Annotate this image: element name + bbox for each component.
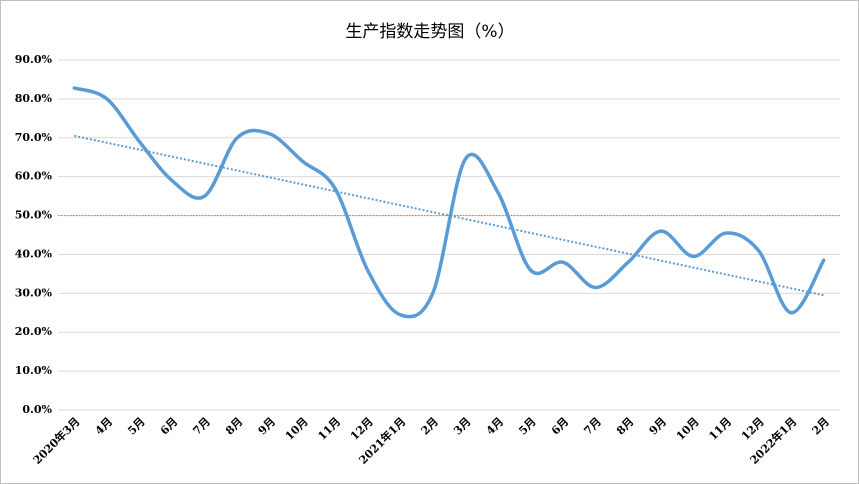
- y-tick-label: 10.0%: [15, 364, 53, 377]
- y-tick-label: 60.0%: [15, 170, 53, 183]
- line-series: [72, 86, 826, 319]
- y-tick-label: 50.0%: [15, 209, 53, 222]
- y-tick-label: 30.0%: [15, 286, 53, 299]
- y-tick-label: 40.0%: [15, 247, 53, 260]
- y-tick-label: 70.0%: [15, 131, 53, 144]
- chart-title: 生产指数走势图（%）: [345, 22, 514, 42]
- y-tick-label: 80.0%: [15, 92, 53, 105]
- y-tick-label: 90.0%: [15, 53, 53, 66]
- y-tick-label: 20.0%: [15, 325, 53, 338]
- y-tick-label: 0.0%: [22, 403, 52, 416]
